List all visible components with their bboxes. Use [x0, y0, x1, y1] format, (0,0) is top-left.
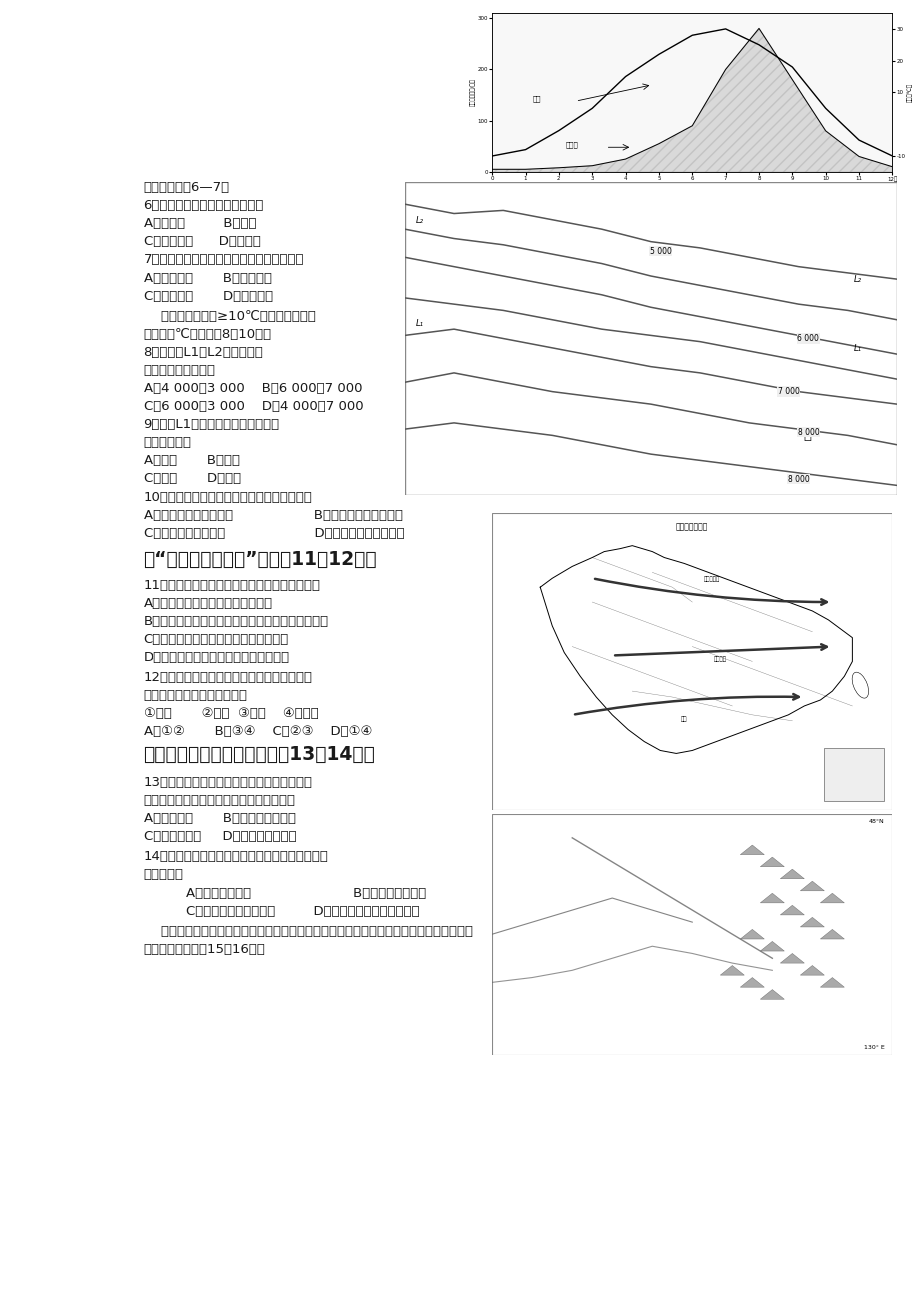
- Text: A．①②       B．③④    C．②③    D．①④: A．①② B．③④ C．②③ D．①④: [143, 725, 371, 738]
- Polygon shape: [820, 978, 844, 987]
- Polygon shape: [779, 870, 803, 879]
- Text: （单位：℃），完成8～10题。: （单位：℃），完成8～10题。: [143, 328, 271, 341]
- Text: L₁: L₁: [415, 319, 423, 328]
- Text: 8 000: 8 000: [787, 475, 809, 483]
- Text: A．湖泊水         B．雨水: A．湖泊水 B．雨水: [143, 217, 255, 230]
- Text: A．交通发达       B．单位面积产量高: A．交通发达 B．单位面积产量高: [143, 812, 295, 825]
- Text: B．南线输出的是地势第二、第三阶梯交界处的水电: B．南线输出的是地势第二、第三阶梯交界处的水电: [143, 616, 328, 629]
- Text: A．纬度位置和地形特征                   B．纬度位置和海陆位置: A．纬度位置和地形特征 B．纬度位置和海陆位置: [143, 509, 403, 522]
- Text: 性: 性: [802, 428, 811, 441]
- Text: 8 000: 8 000: [797, 428, 819, 436]
- Text: 华东方向: 华东方向: [713, 656, 726, 663]
- Bar: [823, 747, 883, 801]
- Polygon shape: [740, 978, 764, 987]
- Text: A．4 000、3 000    B．6 000、7 000: A．4 000、3 000 B．6 000、7 000: [143, 381, 362, 395]
- Text: D．输出电能的省区均位于我国西北地区: D．输出电能的省区均位于我国西北地区: [143, 651, 289, 664]
- Text: 下图左是我国某河流河道示意图，甲地为一河心沙洲，图右为该沙洲一年内面积变化统计: 下图左是我国某河流河道示意图，甲地为一河心沙洲，图右为该沙洲一年内面积变化统计: [143, 926, 472, 939]
- Polygon shape: [820, 930, 844, 939]
- Text: A．水源       B．热量: A．水源 B．热量: [143, 454, 239, 467]
- Y-axis label: 流量（立方米/秒）: 流量（立方米/秒）: [470, 78, 476, 107]
- Text: 温度: 温度: [532, 95, 540, 102]
- Text: 6 000: 6 000: [797, 335, 819, 342]
- Polygon shape: [800, 966, 823, 975]
- Text: 14．我国政府下令停止开墓当地的沼泽地，主要原: 14．我国政府下令停止开墓当地的沼泽地，主要原: [143, 850, 328, 863]
- Text: 12．下列自然条件中，成为山西煤炭外运交通: 12．下列自然条件中，成为山西煤炭外运交通: [143, 671, 312, 684]
- Text: 7．这种河流在我国的主要分布地区是（　）: 7．这种河流在我国的主要分布地区是（ ）: [143, 254, 303, 267]
- Polygon shape: [759, 990, 784, 999]
- Text: 图示平原地区成为商品粮基地的优势条件是: 图示平原地区成为商品粮基地的优势条件是: [143, 794, 295, 807]
- Polygon shape: [779, 905, 803, 915]
- Text: C．粮食过剩，价格下降         D．为了保护和改善生态环境: C．粮食过剩，价格下降 D．为了保护和改善生态环境: [186, 905, 419, 918]
- Text: A．北线输出的既有火电，又有水电: A．北线输出的既有火电，又有水电: [143, 598, 272, 611]
- Text: 广东: 广东: [680, 716, 686, 721]
- Text: 流量线: 流量线: [565, 141, 578, 148]
- Polygon shape: [539, 546, 852, 754]
- Polygon shape: [759, 941, 784, 950]
- Text: ①黄河       ②渭河  ③秦岭    ④太行山: ①黄河 ②渭河 ③秦岭 ④太行山: [143, 707, 318, 720]
- Text: A．西南地区       B．东南地区: A．西南地区 B．东南地区: [143, 272, 271, 285]
- Text: 数可能分别为（　）: 数可能分别为（ ）: [143, 363, 215, 376]
- Text: 11．下列有关输出地区的说法，正确的有（　）: 11．下列有关输出地区的说法，正确的有（ ）: [143, 579, 320, 592]
- Text: C．东北地区       D．西北地区: C．东北地区 D．西北地区: [143, 289, 272, 302]
- Text: A．土壤十分贫睡                        B．开发的成本太高: A．土壤十分贫睡 B．开发的成本太高: [186, 887, 426, 900]
- Text: 西电东送示意图: 西电东送示意图: [675, 522, 708, 531]
- Text: 8．等值线L1、L2所示的积温: 8．等值线L1、L2所示的积温: [143, 346, 263, 359]
- Text: C．6 000、3 000    D．4 000、7 000: C．6 000、3 000 D．4 000、7 000: [143, 400, 363, 413]
- Ellipse shape: [851, 672, 868, 698]
- Text: 读“西电东送示意图”，回畇11～12题：: 读“西电东送示意图”，回畇11～12题：: [143, 551, 377, 569]
- Text: L₁: L₁: [853, 344, 861, 353]
- Text: 读右图，回笷6—7题: 读右图，回笷6—7题: [143, 181, 230, 194]
- Polygon shape: [759, 857, 784, 867]
- Text: 13．与长江三角洲、珠江三角洲等地区相比，: 13．与长江三角洲、珠江三角洲等地区相比，: [143, 776, 312, 789]
- Text: 情况，读图，回畇15～16题。: 情况，读图，回畇15～16题。: [143, 943, 265, 956]
- Text: C．水热条件好     D．人均耕地面积广: C．水热条件好 D．人均耕地面积广: [143, 829, 296, 842]
- Text: 因是（　）: 因是（ ）: [143, 868, 183, 881]
- Text: 5 000: 5 000: [649, 246, 671, 255]
- Text: 右图是某地区的地形图，回畇13～14题：: 右图是某地区的地形图，回畇13～14题：: [143, 745, 375, 764]
- Text: 因素是（　）: 因素是（ ）: [143, 436, 191, 449]
- Y-axis label: 温度（℃）: 温度（℃）: [906, 83, 912, 102]
- Text: L₂: L₂: [415, 216, 423, 225]
- Text: 7 000: 7 000: [777, 387, 799, 396]
- Text: 9．影响L1处农作物成熟的主要限制: 9．影响L1处农作物成熟的主要限制: [143, 418, 279, 431]
- Text: C．北线输出区的水能蒜藏量居全国第一: C．北线输出区的水能蒜藏量居全国第一: [143, 634, 289, 647]
- Text: 10．图中等值线变化的主要影响因素是（　）: 10．图中等值线变化的主要影响因素是（ ）: [143, 491, 312, 504]
- Polygon shape: [820, 893, 844, 902]
- Text: C．光照       D．地形: C．光照 D．地形: [143, 473, 241, 486]
- Text: 6．该河的主要补给水源是（　）: 6．该河的主要补给水源是（ ）: [143, 199, 264, 212]
- Text: 京津唐方向: 京津唐方向: [703, 577, 720, 582]
- Polygon shape: [800, 918, 823, 927]
- Polygon shape: [740, 930, 764, 939]
- Polygon shape: [720, 966, 743, 975]
- Polygon shape: [759, 893, 784, 902]
- Text: L₂: L₂: [853, 275, 861, 284]
- Text: C．冰川融水      D．地下水: C．冰川融水 D．地下水: [143, 236, 260, 249]
- Text: 130° E: 130° E: [863, 1044, 883, 1049]
- Polygon shape: [800, 881, 823, 891]
- Text: 48°N: 48°N: [868, 819, 883, 824]
- Text: C．人类活动气候类型                     D．海陆位置和地形特征: C．人类活动气候类型 D．海陆位置和地形特征: [143, 527, 403, 540]
- Polygon shape: [740, 845, 764, 854]
- Polygon shape: [779, 953, 803, 963]
- Text: 发展两大障碍因素的是（　）: 发展两大障碍因素的是（ ）: [143, 689, 247, 702]
- Text: 读我国部分地区≥10℃积温等值线略图: 读我国部分地区≥10℃积温等值线略图: [143, 310, 315, 323]
